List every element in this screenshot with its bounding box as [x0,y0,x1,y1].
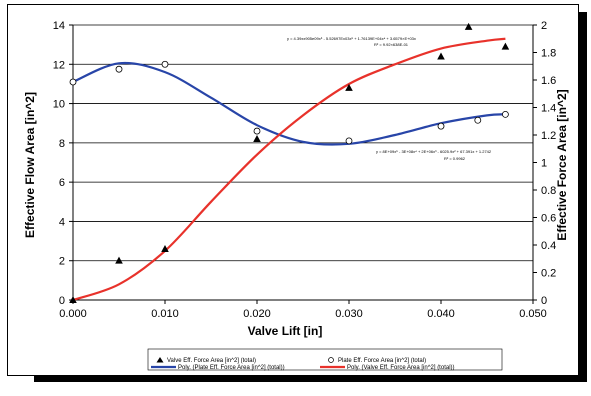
x-tick-label: 0.040 [427,308,455,320]
series [69,22,510,303]
valve-data-point [437,52,445,60]
frame-shadow-right [579,12,587,382]
y-left-tick-label: 8 [59,138,65,150]
x-tick-label: 0.000 [59,308,87,320]
trendline-equation-plate: y = 8E+09x⁵ - 3E+08x⁴ + 2E+06x³ - 6025.9… [376,149,492,161]
valve-data-point [115,256,123,264]
y-left-tick-label: 10 [53,99,65,111]
equation-line: y = 4.39xx905e09x⁶ - 5.52697Ex03x⁵ + 1.7… [287,36,416,41]
trendline-equation-valve: y = 4.39xx905e09x⁶ - 5.52697Ex03x⁵ + 1.7… [287,36,416,47]
valve-poly-line [72,37,506,302]
legend-item-plate-poly: Poly. (Plate Eff. Force Area [in^2] (tot… [151,365,285,371]
valve-data-point [501,42,510,50]
y-right-tick-label: 0.8 [541,185,556,197]
plate-data-point [501,110,509,118]
plate-data-point [161,60,169,68]
y-left-tick-label: 2 [59,256,65,268]
valve-data-point [161,244,169,252]
valve-data-point [253,134,261,142]
x-axis-label: Valve Lift [in] [248,324,323,338]
y-axis-right-label: Effective Force Area [in^2] [555,89,569,240]
plate-data-point [345,137,353,145]
legend-item-plate-points: Plate Eff. Force Area [in^2] (total) [328,357,426,364]
legend-label: Poly. (Valve Eff. Force Area [in^2] (tot… [347,365,455,371]
plate-data-point [253,127,261,135]
equation-r2: R² = 9.92×638E-01 [374,42,409,47]
legend-item-valve-points: Valve Eff. Force Area [in^2] (total) [156,357,256,364]
y-left-tick-label: 14 [53,20,65,32]
y-axis-left-label: Effective Flow Area [in^2] [23,92,37,238]
y-right-tick-label: 1.8 [541,48,556,60]
legend-label: Plate Eff. Force Area [in^2] (total) [338,358,426,364]
y-right-tick-label: 0 [541,295,547,307]
legend-box [147,348,503,371]
valve-data-point [69,296,77,303]
y-left-tick-label: 6 [59,177,65,189]
valve-data-point [345,83,353,91]
y-left-tick-label: 0 [59,295,65,307]
x-tick-label: 0.010 [151,308,179,320]
y-right-tick-label: 0.4 [541,240,556,252]
legend-label: Poly. (Plate Eff. Force Area [in^2] (tot… [178,365,285,371]
tick-labels: 0 2 4 6 8 10 12 14 0 0.2 0.4 0.6 0.8 1 1.2 1.4 1.6 1.8 2 0.… [53,20,557,320]
equation-line: y = 8E+09x⁵ - 3E+08x⁴ + 2E+06x³ - 6025.9… [376,149,492,154]
legend: Valve Eff. Force Area [in^2] (total) Pla… [147,348,503,371]
plate-data-point [474,116,482,124]
chart-container: 0 2 4 6 8 10 12 14 0 0.2 0.4 0.6 0.8 1 1.2 1.4 1.6 1.8 2 0.… [7,4,579,376]
chart-svg: 0 2 4 6 8 10 12 14 0 0.2 0.4 0.6 0.8 1 1.2 1.4 1.6 1.8 2 0.… [23,20,569,371]
y-right-tick-label: 0.6 [541,213,556,225]
frame-shadow-bottom [34,376,587,382]
axes [69,24,537,304]
chart-frame: 0 2 4 6 8 10 12 14 0 0.2 0.4 0.6 0.8 1 1.2 1.4 1.6 1.8 2 0.… [7,4,579,376]
plate-data-point [115,65,123,73]
valve-data-point [464,22,473,30]
y-left-tick-label: 4 [59,216,65,228]
y-right-tick-label: 0.2 [541,268,556,280]
y-left-tick-label: 12 [53,59,65,71]
y-right-tick-label: 1.6 [541,75,556,87]
y-right-tick-label: 1.4 [541,103,556,115]
plate-data-point [69,78,77,86]
y-right-tick-label: 1 [541,158,547,170]
x-tick-label: 0.020 [243,308,271,320]
x-tick-label: 0.050 [519,308,547,320]
legend-item-valve-poly: Poly. (Valve Eff. Force Area [in^2] (tot… [320,365,455,371]
y-right-tick-label: 1.2 [541,130,556,142]
triangle-marker-icon [156,357,164,363]
plate-poly-line [72,61,506,146]
y-right-tick-label: 2 [541,20,547,32]
plate-data-point [437,122,445,130]
legend-label: Valve Eff. Force Area [in^2] (total) [167,358,256,364]
x-tick-label: 0.030 [335,308,363,320]
equation-r2: R² = 0.9962 [444,156,466,161]
circle-marker-icon [328,357,334,363]
